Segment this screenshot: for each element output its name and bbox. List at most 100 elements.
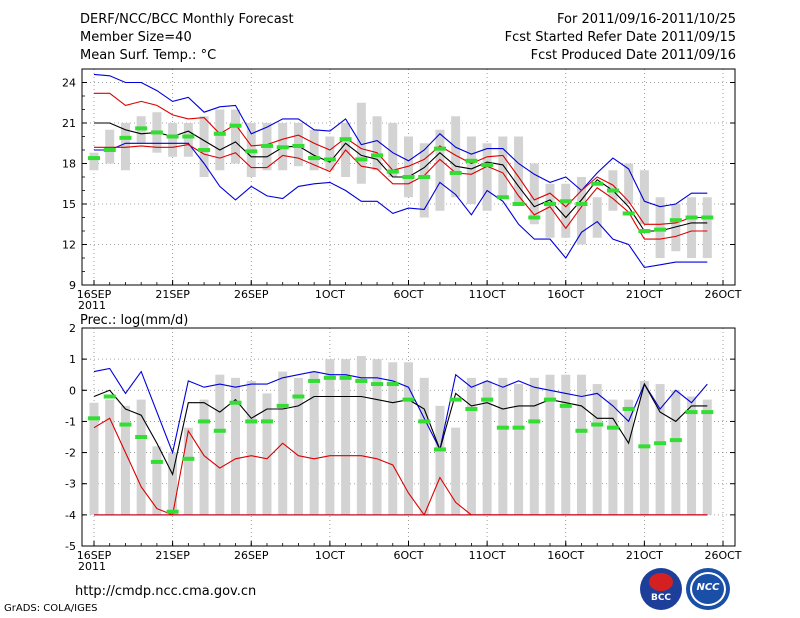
p2-median-marker (606, 425, 619, 430)
p1-median-marker (701, 215, 714, 220)
p1-box (545, 183, 555, 238)
p2-median-marker (622, 406, 635, 411)
p1-median-marker (198, 148, 211, 152)
p2-box (105, 399, 115, 515)
p1-median-marker (355, 157, 368, 162)
p2-median-marker (685, 410, 698, 415)
p1-box (671, 204, 681, 252)
p1-box (687, 197, 697, 258)
p1-box (168, 123, 178, 157)
p1-median-marker (669, 218, 682, 223)
p2-box (262, 393, 272, 515)
p2-box (404, 362, 413, 515)
p1-median-marker (622, 211, 635, 216)
p1-box (529, 163, 539, 225)
p1-x-tick-label: 21OCT (626, 288, 663, 301)
source-url[interactable]: http://cmdp.ncc.cma.gov.cn (75, 584, 257, 599)
p1-y-tick-label: 15 (62, 198, 76, 211)
p1-box (514, 136, 524, 204)
p1-x-tick-label: 21SEP (155, 288, 190, 301)
p2-median-marker (496, 425, 509, 430)
p2-median-marker (355, 378, 368, 383)
p2-median-marker (260, 419, 273, 424)
p1-box (639, 170, 649, 225)
p2-median-marker (449, 397, 462, 402)
p1-box (592, 197, 602, 238)
p2-median-marker (371, 382, 384, 387)
p1-median-marker (135, 126, 148, 131)
p1-x-tick-label: 11OCT (469, 288, 506, 301)
p2-median-marker (150, 459, 163, 464)
p1-median-marker (119, 135, 132, 140)
p1-box (105, 129, 115, 164)
chart-title: DERF/NCC/BCC Monthly Forecast (80, 12, 294, 27)
p1-median-marker (512, 202, 525, 206)
p2-x-tick-label: 6OCT (393, 549, 423, 562)
p2-ensemble-mean-line (93, 382, 708, 477)
p2-box (529, 377, 539, 515)
p2-median-marker (481, 397, 494, 402)
p2-median-marker (465, 406, 478, 411)
p1-x-tick-sublabel: 2011 (78, 299, 106, 312)
p1-x-tick-label: 26SEP (234, 288, 269, 301)
p2-box (309, 371, 319, 515)
p1-median-marker (654, 227, 667, 232)
p1-box (702, 197, 712, 258)
p2-x-tick-label: 26SEP (234, 549, 269, 562)
p2-box (435, 405, 445, 515)
p2-median-marker (402, 397, 415, 402)
p1-median-marker (323, 157, 336, 162)
p2-y-tick-label: 0 (69, 384, 76, 397)
p1-outer-upper-line (93, 73, 708, 208)
p2-x-tick-label: 21OCT (626, 549, 663, 562)
p2-y-tick-label: 1 (69, 353, 76, 366)
p2-median-marker (669, 438, 682, 443)
p1-median-marker (166, 134, 179, 139)
member-size: Member Size=40 (80, 30, 192, 45)
p1-x-tick-label: 26OCT (704, 288, 741, 301)
p2-box (482, 380, 492, 515)
p1-y-tick-label: 9 (69, 279, 76, 292)
p1-box (419, 143, 429, 218)
p1-box (183, 123, 193, 157)
p2-x-tick-label: 21SEP (155, 549, 190, 562)
p2-box (168, 452, 178, 515)
p1-box (655, 197, 665, 258)
p1-inner-upper-line (94, 92, 708, 225)
p2-box (183, 427, 193, 515)
p1-box (404, 136, 413, 198)
bcc-logo: BCC (640, 568, 682, 610)
p1-median-marker (575, 202, 588, 206)
p1-median-marker (433, 146, 446, 151)
p1-median-marker (339, 137, 352, 142)
forecast-period: For 2011/09/16-2011/10/25 (557, 12, 736, 27)
p2-median-marker (229, 400, 242, 405)
p1-median-marker (418, 175, 431, 179)
p1-box (435, 129, 445, 211)
p2-box (246, 380, 256, 515)
p2-box (545, 374, 555, 515)
p2-median-marker (339, 375, 352, 380)
p1-box (561, 183, 571, 238)
p1-outer-lower-line (94, 142, 708, 268)
p2-y-tick-label: -3 (65, 478, 76, 491)
p2-box (136, 399, 146, 515)
p2-box (498, 377, 508, 515)
p2-x-tick-label: 11OCT (469, 549, 506, 562)
p2-box (592, 384, 602, 515)
p2-box (655, 384, 665, 515)
p2-median-marker (591, 422, 604, 427)
p2-median-marker (213, 428, 226, 433)
p2-x-tick-label: 16OCT (547, 549, 584, 562)
p2-box (215, 374, 225, 515)
p2-median-marker (182, 456, 195, 461)
p1-median-marker (88, 156, 100, 161)
p1-box (309, 129, 319, 171)
p2-median-marker (654, 441, 667, 446)
p2-median-marker (198, 419, 211, 424)
p1-median-marker (182, 134, 195, 139)
bcc-logo-text: BCC (650, 593, 672, 603)
p1-box (498, 136, 508, 198)
p1-box (89, 152, 99, 171)
